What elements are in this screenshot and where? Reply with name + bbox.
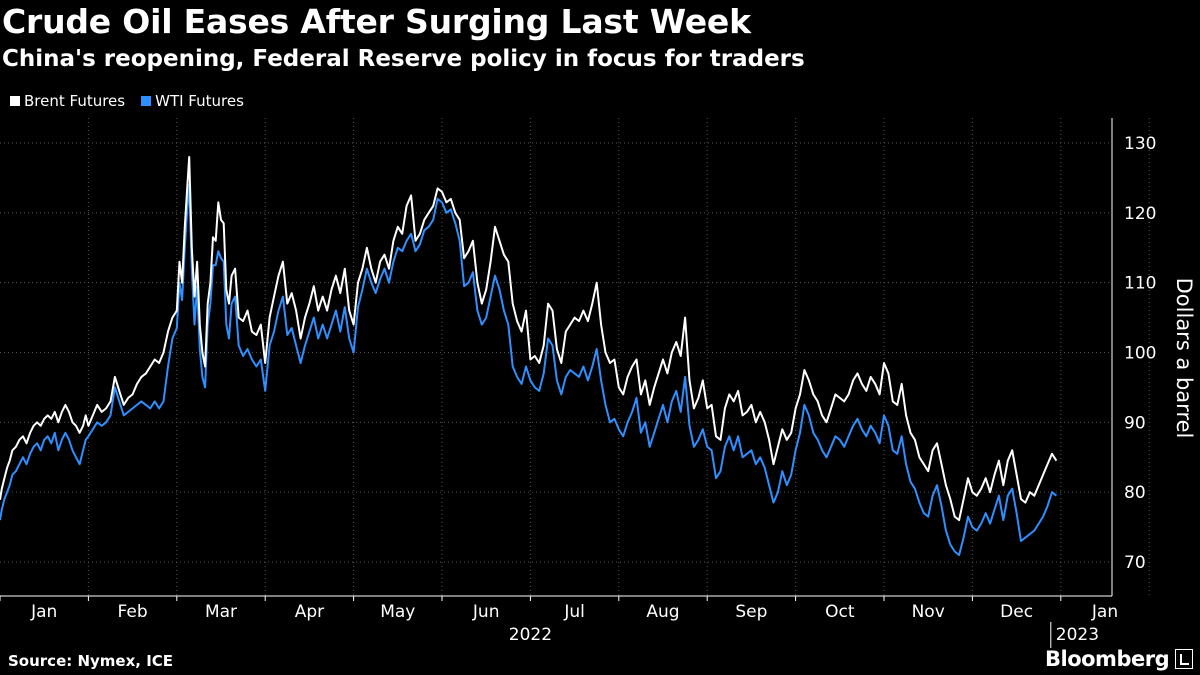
- chart-icon: [1175, 649, 1194, 669]
- x-tick-label-may-4: May: [380, 602, 415, 622]
- legend: Brent Futures WTI Futures: [10, 92, 244, 110]
- series-line-brent-futures: [0, 156, 1058, 522]
- x-tick-label-feb-1: Feb: [118, 602, 148, 622]
- legend-label-brent: Brent Futures: [24, 92, 126, 110]
- legend-item-wti: WTI Futures: [141, 92, 244, 110]
- x-tick-label-jun-5: Jun: [472, 602, 500, 622]
- year-label-2022: 2022: [509, 625, 552, 645]
- x-tick-label-sep-8: Sep: [735, 602, 767, 622]
- source-note: Source: Nymex, ICE: [8, 652, 174, 670]
- y-tick-label-130: 130: [1124, 134, 1156, 154]
- y-tick-label-110: 110: [1124, 274, 1156, 294]
- x-tick-label-jul-6: Jul: [563, 602, 585, 622]
- x-tick-label-mar-2: Mar: [205, 602, 237, 622]
- brand-logo: Bloomberg: [1045, 647, 1194, 671]
- year-label-2023: 2023: [1056, 625, 1099, 645]
- legend-swatch-brent: [10, 96, 20, 106]
- series-line-wti-futures: [0, 183, 1058, 556]
- y-tick-label-80: 80: [1124, 483, 1146, 503]
- x-tick-label-dec-11: Dec: [1000, 602, 1033, 622]
- x-tick-label-oct-9: Oct: [825, 602, 855, 622]
- x-tick-label-jan-0: Jan: [30, 602, 57, 622]
- legend-item-brent: Brent Futures: [10, 92, 125, 110]
- brand-name: Bloomberg: [1045, 647, 1170, 671]
- chart-subtitle: China's reopening, Federal Reserve polic…: [2, 46, 805, 72]
- y-tick-label-70: 70: [1124, 553, 1146, 573]
- y-axis-title: Dollars a barrel: [1172, 278, 1196, 439]
- x-tick-label-jan-12: Jan: [1091, 602, 1118, 622]
- legend-swatch-wti: [141, 96, 152, 106]
- y-tick-label-120: 120: [1124, 204, 1156, 224]
- chart-title: Crude Oil Eases After Surging Last Week: [2, 2, 751, 41]
- x-tick-label-nov-10: Nov: [912, 602, 945, 622]
- legend-label-wti: WTI Futures: [155, 92, 244, 110]
- x-tick-label-aug-7: Aug: [646, 602, 679, 622]
- y-tick-label-100: 100: [1124, 344, 1156, 364]
- y-tick-label-90: 90: [1124, 413, 1146, 433]
- x-tick-label-apr-3: Apr: [295, 602, 324, 622]
